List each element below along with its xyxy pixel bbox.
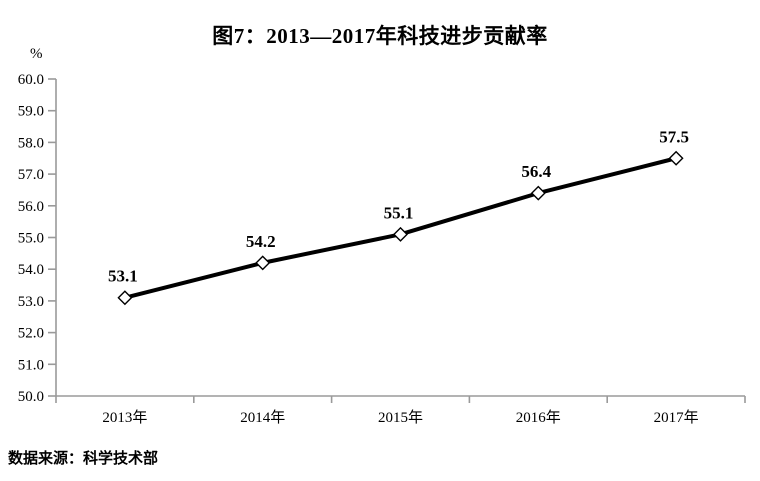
x-category-label: 2015年 [378,409,423,426]
source-note: 数据来源：科学技术部 [8,449,159,467]
data-point-value: 53.1 [108,267,138,286]
x-axis-ticks: 2013年 2014年 2015年 2016年 2017年 [55,396,746,426]
y-tick-label: 50.0 [18,389,44,405]
data-point-markers [117,150,684,306]
data-point-value: 54.2 [246,232,276,251]
data-point-value: 57.5 [659,127,689,146]
data-point-labels: 53.1 54.2 55.1 56.4 57.5 [108,127,689,285]
x-category-label: 2016年 [516,409,561,426]
y-tick-label: 56.0 [18,199,44,215]
data-point-value: 56.4 [521,162,551,181]
y-tick-label: 58.0 [18,135,44,151]
y-tick-label: 60.0 [18,72,44,88]
y-tick-label: 52.0 [18,326,44,342]
y-tick-label: 53.0 [18,294,44,310]
data-point-marker [530,185,546,201]
y-tick-label: 55.0 [18,231,44,247]
chart-title: 图7：2013—2017年科技进步贡献率 [212,24,548,48]
data-point-marker [393,226,408,242]
y-tick-label: 51.0 [18,357,44,373]
x-category-label: 2017年 [654,409,699,426]
data-point-marker [117,290,133,306]
y-tick-label: 59.0 [18,104,44,120]
y-tick-label: 54.0 [18,262,44,278]
data-point-value: 55.1 [384,203,414,222]
data-point-marker [255,255,271,271]
x-category-label: 2013年 [102,409,147,426]
y-axis-ticks: 50.0 51.0 52.0 53.0 54.0 55.0 56.0 57.0 58.0 59.0… [18,72,56,405]
y-axis-unit-label: % [30,46,43,62]
data-point-marker [668,150,684,166]
x-category-label: 2014年 [240,409,285,426]
y-tick-label: 57.0 [18,167,44,183]
